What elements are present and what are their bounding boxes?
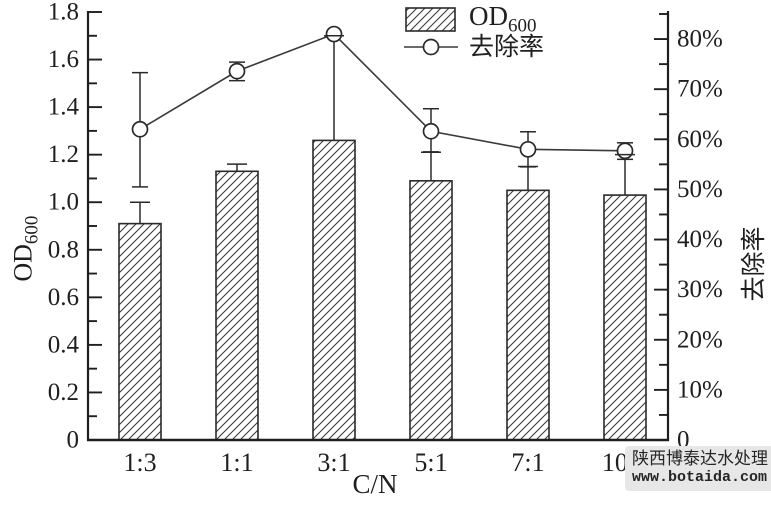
marker-circle-5:1: [422, 122, 440, 140]
y-left-tick-label: 1.2: [48, 141, 79, 168]
y-right-tick-label: 20%: [677, 326, 723, 353]
bar-swatch-icon: [405, 7, 456, 32]
y-right-tick-label: 10%: [677, 376, 723, 403]
y-left-tick-label: 0.2: [48, 379, 79, 406]
y-left-tick-label: 1.8: [48, 0, 79, 26]
y-right-tick-label: 70%: [677, 76, 723, 103]
bar-7:1: [506, 189, 550, 441]
bar-3:1: [312, 139, 356, 441]
y-axis-label-right: 去除率: [741, 226, 768, 302]
marker-circle-3:1: [325, 25, 343, 43]
x-tick-label-1:1: 1:1: [220, 448, 253, 477]
x-tick-label-5:1: 5:1: [414, 448, 447, 477]
y-left-tick-label: 0.4: [48, 331, 80, 358]
legend-label-removal-rate: 去除率: [469, 33, 545, 61]
removal-rate-line: [139, 33, 626, 152]
watermark: 陕西博泰达水处理 www.botaida.com: [625, 446, 771, 492]
y-right-tick-label: 50%: [677, 176, 723, 203]
y-right-tick-label: 60%: [677, 126, 723, 153]
y-right-tick-label: 30%: [677, 276, 723, 303]
y-left-tick-label: 0.8: [48, 236, 79, 263]
y-left-tick-label: 1.4: [48, 94, 80, 121]
y-left-tick-label: 1.0: [48, 189, 79, 216]
bar-1:3: [118, 222, 162, 441]
legend-item-od600: OD600: [404, 0, 544, 37]
y-right-tick-label: 40%: [677, 226, 723, 253]
marker-circle-10:1: [616, 142, 634, 160]
legend-item-removal-rate: 去除率: [404, 33, 544, 61]
y-left-tick-label: 0: [67, 427, 80, 454]
watermark-company: 陕西博泰达水处理: [632, 449, 768, 468]
line-marker-icon: [404, 38, 458, 56]
marker-circle-1:1: [228, 62, 246, 80]
legend: OD600 去除率: [404, 0, 544, 61]
marker-circle-7:1: [519, 140, 537, 158]
legend-label-od600: OD600: [469, 0, 537, 37]
watermark-url: www.botaida.com: [632, 469, 768, 487]
x-axis-label: C/N: [352, 469, 398, 499]
bar-10:1: [603, 194, 647, 441]
x-tick-label-1:3: 1:3: [123, 448, 156, 477]
y-right-tick-label: 80%: [677, 26, 723, 53]
y-axis-label-left: OD600: [8, 215, 43, 282]
y-left-tick-label: 1.6: [48, 46, 79, 73]
marker-circle-1:3: [131, 120, 149, 138]
x-tick-label-3:1: 3:1: [317, 448, 350, 477]
y-left-tick-label: 0.6: [48, 284, 79, 311]
x-tick-label-7:1: 7:1: [511, 448, 544, 477]
bar-1:1: [215, 170, 259, 441]
bar-5:1: [409, 180, 453, 441]
